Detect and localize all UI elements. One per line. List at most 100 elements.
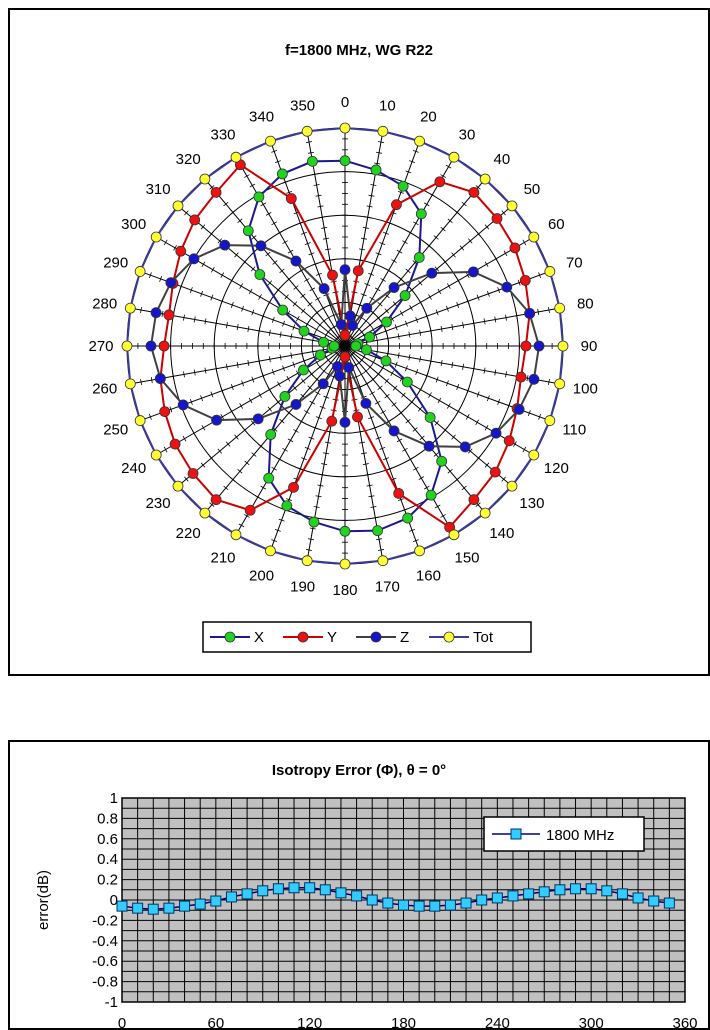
angle-tick-label: 170 xyxy=(375,578,400,595)
legend-item-z: Z xyxy=(356,629,409,646)
polar-spoke-tick xyxy=(486,395,490,402)
polar-spoke-tick xyxy=(308,252,315,256)
polar-spoke-tick xyxy=(237,469,243,474)
point-y-340 xyxy=(285,193,297,204)
point-1800mhz-60 xyxy=(210,895,222,907)
polar-spoke-tick xyxy=(225,441,231,447)
angle-tick-label: 180 xyxy=(332,582,357,599)
point-y-300 xyxy=(175,245,187,257)
polar-spoke-tick xyxy=(407,457,414,462)
polar-spoke-tick xyxy=(396,249,403,254)
polar-spoke-tick xyxy=(229,408,234,415)
y-tick-label: 0 xyxy=(110,892,118,909)
point-x-100 xyxy=(361,344,372,356)
point-1800mhz-220 xyxy=(460,897,472,909)
polar-spoke-tick xyxy=(423,202,430,207)
polar-spoke-tick xyxy=(412,427,418,432)
legend-label: X xyxy=(254,629,264,646)
polar-spoke-tick xyxy=(376,337,379,344)
point-1800mhz-110 xyxy=(288,882,300,894)
point-1800mhz-30 xyxy=(163,902,175,914)
polar-spoke-tick xyxy=(397,190,404,194)
polar-spoke-tick xyxy=(417,280,423,286)
polar-spoke-tick xyxy=(380,278,386,282)
point-z-130 xyxy=(459,441,471,453)
polar-spoke-tick xyxy=(172,373,175,380)
polar-spoke-tick xyxy=(419,435,425,441)
point-y-250 xyxy=(159,406,171,418)
polar-spoke-tick xyxy=(513,441,517,447)
polar-spoke-tick xyxy=(312,426,319,430)
polar-spoke-tick xyxy=(173,245,177,251)
polar-spoke-tick xyxy=(200,395,204,402)
polar-spoke-tick xyxy=(204,318,207,325)
point-tot-300 xyxy=(150,231,162,243)
polar-spoke-tick xyxy=(209,502,215,507)
point-tot-250 xyxy=(134,415,146,426)
polar-spoke-tick xyxy=(417,406,423,412)
polar-spoke-tick xyxy=(279,331,282,338)
legend-label: 1800 MHz xyxy=(546,827,614,844)
polar-spoke-tick xyxy=(548,378,550,385)
polar-spoke-tick xyxy=(267,406,273,412)
y-tick-label: -0.6 xyxy=(92,953,118,970)
polar-spoke-tick xyxy=(374,400,381,405)
polar-spoke-tick xyxy=(248,397,253,404)
polar-spoke-tick xyxy=(301,378,306,384)
polar-spoke-tick xyxy=(368,495,375,498)
polar-spoke-tick xyxy=(313,506,320,508)
point-z-280 xyxy=(150,307,162,319)
polar-spoke-tick xyxy=(319,473,326,476)
point-y-270 xyxy=(158,340,170,352)
polar-spoke-tick xyxy=(451,361,454,368)
point-x-40 xyxy=(413,252,425,263)
point-z-40 xyxy=(388,282,400,293)
polar-spoke-tick xyxy=(503,250,508,257)
polar-spoke-tick xyxy=(292,324,296,331)
point-x-130 xyxy=(424,412,436,423)
point-tot-210 xyxy=(230,529,242,541)
polar-spoke-tick xyxy=(276,457,283,462)
point-y-50 xyxy=(491,213,503,224)
point-z-300 xyxy=(188,253,200,265)
polar-spoke-tick xyxy=(260,485,267,490)
polar-spoke-tick xyxy=(271,221,277,226)
polar-spoke-tick xyxy=(442,259,448,265)
polar-spoke-tick xyxy=(484,462,490,468)
polar-spoke-tick xyxy=(358,372,365,377)
polar-spoke-tick xyxy=(314,326,319,333)
polar-spoke-tick xyxy=(301,457,307,461)
polar-spoke-tick xyxy=(275,399,281,405)
point-y-70 xyxy=(519,274,531,286)
polar-spoke-tick xyxy=(375,252,382,256)
y-tick-label: -1 xyxy=(105,994,118,1011)
point-z-320 xyxy=(255,240,267,252)
polar-spoke-tick xyxy=(324,441,331,444)
polar-spoke-tick xyxy=(440,325,443,332)
polar-spoke-tick xyxy=(189,287,193,294)
polar-spoke-tick xyxy=(392,385,398,391)
polar-spoke-tick xyxy=(217,448,222,454)
point-1800mhz-170 xyxy=(382,897,394,909)
angle-tick-label: 320 xyxy=(176,151,201,168)
angle-tick-label: 290 xyxy=(103,255,128,272)
polar-spoke-tick xyxy=(161,310,164,317)
polar-spoke-tick xyxy=(271,316,275,323)
x-tick-label: 360 xyxy=(672,1015,697,1028)
polar-spoke-tick xyxy=(163,446,168,453)
polar-spoke-tick xyxy=(236,361,239,368)
polar-spoke-tick xyxy=(468,448,473,454)
polar-chart-panel: f=1800 MHz, WG R22 0 10 20 30 40 50 60 70 80 90 10… xyxy=(8,8,710,676)
polar-spoke-tick xyxy=(377,141,384,143)
polar-spoke-tick xyxy=(360,293,367,297)
polar-spoke-tick xyxy=(304,447,311,450)
polar-spoke-tick xyxy=(370,377,376,382)
polar-spoke-tick xyxy=(371,426,378,430)
point-x-160 xyxy=(402,512,414,524)
angle-tick-label: 160 xyxy=(416,567,441,584)
point-1800mhz-120 xyxy=(304,882,316,894)
point-y-350 xyxy=(327,269,338,281)
polar-spoke-tick xyxy=(522,239,527,246)
polar-spoke-tick xyxy=(268,329,271,336)
polar-chart: 0 10 20 30 40 50 60 70 80 90 100 110 120 130 140 150 160… xyxy=(88,94,598,653)
